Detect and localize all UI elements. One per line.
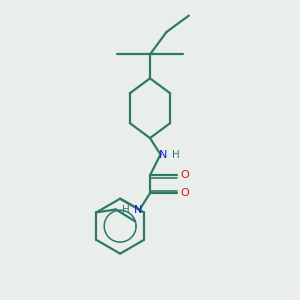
Text: O: O: [181, 170, 189, 180]
Text: N: N: [159, 150, 167, 160]
Text: N: N: [134, 205, 142, 215]
Text: O: O: [181, 188, 189, 198]
Text: H: H: [172, 150, 180, 160]
Text: H: H: [122, 205, 130, 215]
